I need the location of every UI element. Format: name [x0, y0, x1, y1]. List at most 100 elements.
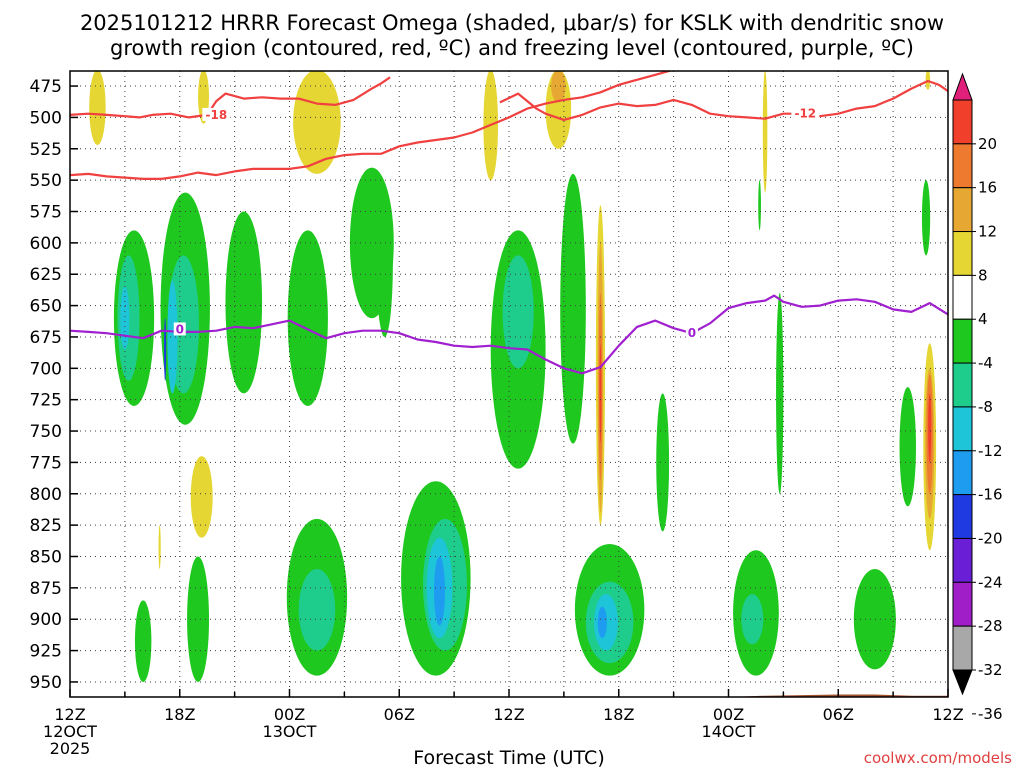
- omega-region: [158, 525, 161, 570]
- omega-region: [597, 606, 607, 639]
- x-tick-date: 12OCT: [43, 722, 97, 741]
- y-tick-label: 600: [30, 234, 62, 254]
- colorbar-tick-label: -4: [978, 354, 993, 372]
- omega-region: [758, 180, 761, 231]
- omega-region: [776, 293, 784, 494]
- colorbar-bin: [952, 625, 973, 671]
- svg-text:0: 0: [688, 326, 696, 340]
- colorbar-tick-label: -24: [978, 573, 1003, 591]
- omega-region: [741, 594, 764, 645]
- x-tick-label: 12Z: [54, 705, 85, 724]
- omega-region: [921, 180, 931, 256]
- omega-region: [925, 71, 931, 90]
- omega-region: [656, 393, 670, 532]
- y-tick-label: 675: [30, 328, 62, 348]
- colorbar-bin: [952, 187, 973, 233]
- colorbar-tick-label: -36: [978, 705, 1003, 723]
- y-axis-pressure: 475 500 525 550 575 600 625 650 675 700 725 750 775 8…: [30, 77, 78, 693]
- omega-region: [120, 286, 130, 350]
- colorbar-bin: [952, 581, 973, 627]
- x-tick-label: 12Z: [493, 705, 524, 724]
- colorbar-bin: [952, 274, 973, 320]
- omega-region: [293, 71, 341, 174]
- omega-region: [167, 280, 178, 394]
- contour-lines: -18 -12 0 0: [70, 71, 948, 375]
- y-tick-label: 875: [30, 579, 62, 599]
- colorbar-tick-label: -28: [978, 617, 1003, 635]
- y-tick-label: 925: [30, 642, 62, 662]
- dgz-contour-minus18: [70, 76, 391, 119]
- omega-region: [899, 387, 916, 507]
- colorbar-bin: [952, 537, 973, 583]
- y-tick-label: 825: [30, 516, 62, 536]
- omega-region: [599, 343, 602, 444]
- colorbar-bin: [952, 143, 973, 189]
- y-tick-label: 700: [30, 359, 62, 379]
- omega-region: [560, 173, 586, 444]
- colorbar-top-arrow: [952, 72, 973, 101]
- colorbar-bin: [952, 99, 973, 145]
- omega-region: [225, 211, 263, 394]
- omega-region: [376, 192, 393, 337]
- y-tick-label: 500: [30, 108, 62, 128]
- omega-region: [762, 71, 768, 193]
- omega-region: [502, 255, 534, 369]
- freezing-label-2: 0: [685, 326, 698, 340]
- omega-region: [853, 569, 896, 670]
- colorbar-tick-label: -20: [978, 529, 1003, 547]
- omega-region: [134, 600, 152, 682]
- x-tick-label: 00Z: [274, 705, 305, 724]
- colorbar-bin: [952, 231, 973, 276]
- y-tick-label: 475: [30, 77, 62, 97]
- svg-text:0: 0: [176, 322, 184, 336]
- chart-title-line2: growth region (contoured, red, ºC) and f…: [110, 36, 914, 60]
- omega-region: [187, 556, 210, 682]
- omega-region: [434, 556, 445, 626]
- colorbar-tick-label: -32: [978, 661, 1003, 679]
- x-tick-label: 06Z: [823, 705, 854, 724]
- colorbar-bin: [952, 450, 973, 496]
- colorbar-bin: [952, 406, 973, 452]
- freezing-level-contour: [70, 294, 948, 375]
- omega-region: [928, 393, 932, 463]
- dgz-upper-label: -12: [791, 106, 820, 121]
- credit-text[interactable]: coolwx.com/models: [864, 749, 1012, 767]
- x-tick-date: 13OCT: [263, 722, 317, 741]
- omega-shaded-regions: [89, 71, 937, 682]
- colorbar-tick-label: 4: [978, 310, 988, 328]
- x-tick-label: 12Z: [932, 705, 963, 724]
- colorbar-bottom-arrow: [952, 669, 973, 696]
- x-tick-date: 14OCT: [702, 722, 756, 741]
- x-tick-year: 2025: [50, 739, 91, 758]
- colorbar-tick-label: 8: [978, 266, 988, 284]
- colorbar-tick-label: 16: [978, 179, 997, 197]
- freezing-label-1: 0: [173, 322, 186, 336]
- x-tick-label: 18Z: [603, 705, 634, 724]
- y-tick-label: 625: [30, 265, 62, 285]
- dgz-contour-upper: [499, 79, 948, 122]
- y-tick-label: 775: [30, 453, 62, 473]
- omega-region: [287, 230, 328, 406]
- svg-text:-12: -12: [794, 107, 816, 121]
- chart-title-line1: 2025101212 HRRR Forecast Omega (shaded, …: [80, 11, 944, 35]
- colorbar-tick-label: -8: [978, 398, 993, 416]
- x-tick-label: 18Z: [164, 705, 195, 724]
- omega-region: [298, 569, 336, 651]
- colorbar-tick-label: -12: [978, 442, 1003, 460]
- y-tick-label: 525: [30, 140, 62, 160]
- plot-area: -18 -12 0 0: [70, 71, 948, 697]
- y-tick-label: 575: [30, 203, 62, 223]
- y-tick-label: 750: [30, 422, 62, 442]
- y-tick-label: 900: [30, 610, 62, 630]
- colorbar-bin: [952, 494, 973, 539]
- omega-region: [89, 71, 106, 146]
- x-axis-label: Forecast Time (UTC): [413, 747, 604, 768]
- colorbar-bin: [952, 318, 973, 364]
- y-tick-label: 650: [30, 297, 62, 317]
- omega-region: [190, 456, 213, 538]
- dgz-minus18-label: -18: [202, 107, 231, 122]
- y-tick-label: 550: [30, 171, 62, 191]
- colorbar-tick-label: -16: [978, 486, 1003, 504]
